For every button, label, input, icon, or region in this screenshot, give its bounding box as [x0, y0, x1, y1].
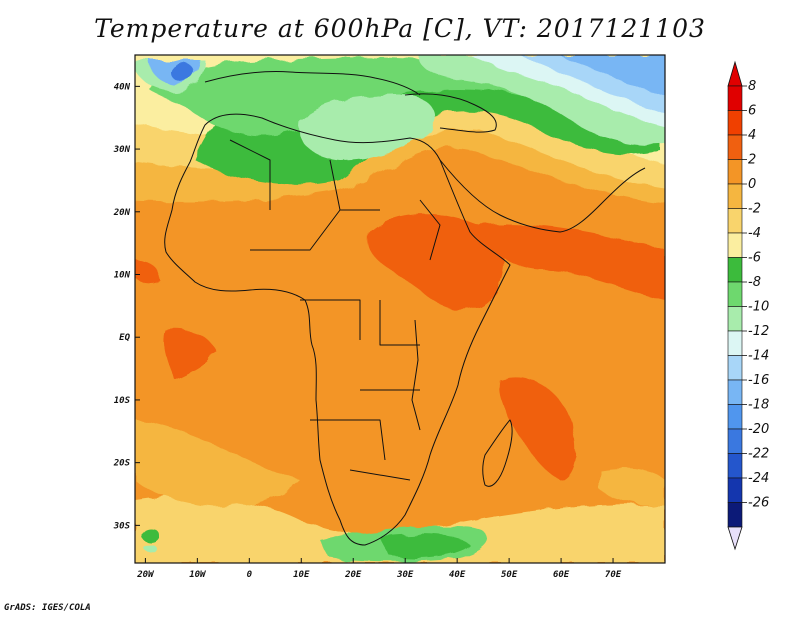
colorbar-swatch [727, 355, 743, 381]
colorbar-swatch [727, 379, 743, 405]
colorbar-label: 6 [748, 104, 756, 119]
colorbar-swatch [727, 281, 743, 307]
colorbar-swatch [727, 232, 743, 258]
lon-tick-label: 40E [449, 570, 466, 580]
colorbar-swatch [727, 208, 743, 234]
colorbar-swatch [727, 306, 743, 332]
colorbar-label: -26 [748, 496, 769, 511]
lon-tick-label: 20E [344, 570, 362, 580]
colorbar-label: -6 [748, 251, 761, 266]
colorbar-label: -18 [748, 398, 769, 413]
lat-tick-label: 40N [114, 82, 131, 92]
colorbar-under-arrow [727, 526, 743, 551]
colorbar-swatch [727, 477, 743, 503]
coastlines [164, 71, 646, 546]
colorbar-label: -4 [748, 226, 761, 241]
lon-tick-label: 30E [396, 570, 414, 580]
colorbar-over-arrow [727, 60, 743, 87]
lat-tick-label: 30S [113, 521, 131, 531]
longitude-axis: 20W 10W 0 10E 20E 30E 40E 50E 60E 70E [136, 558, 622, 580]
lat-tick-label: EQ [119, 333, 130, 343]
colorbar-label: 2 [748, 153, 756, 168]
colorbar-label: -20 [748, 422, 769, 437]
colorbar-swatch [727, 428, 743, 454]
temperature-field [135, 55, 665, 563]
colorbar-swatch [727, 85, 743, 111]
colorbar-label: -10 [748, 300, 769, 315]
grads-credit: GrADS: IGES/COLA [4, 603, 91, 613]
colorbar-label: 8 [748, 79, 756, 94]
colorbar-label: 4 [748, 128, 756, 143]
colorbar-swatch [727, 134, 743, 160]
lat-tick-label: 10S [114, 396, 131, 406]
colorbar-label: -2 [748, 202, 761, 217]
colorbar: 8 6 4 2 0 -2 -4 -6 -8 -10 -12 -14 -16 -18 -20 -22 -24 -26 [727, 60, 769, 551]
colorbar-swatch [727, 110, 743, 136]
map-title: Temperature at 600hPa [C], VT: 201712110… [94, 14, 706, 43]
colorbar-label: -16 [748, 373, 769, 388]
colorbar-label: 0 [748, 177, 756, 192]
colorbar-swatch [727, 502, 743, 528]
colorbar-swatch [727, 330, 743, 356]
colorbar-label: -12 [748, 324, 769, 339]
lat-tick-label: 20S [113, 459, 131, 469]
map-frame [134, 54, 666, 564]
lat-tick-label: 30N [113, 145, 131, 155]
lat-tick-label: 10N [114, 271, 131, 281]
lat-tick-label: 20N [113, 208, 131, 218]
lon-tick-label: 0 [247, 570, 253, 580]
colorbar-swatch [727, 404, 743, 430]
lon-tick-label: 10W [189, 570, 207, 580]
lon-tick-label: 50E [501, 570, 518, 580]
colorbar-label: -22 [748, 447, 769, 462]
lon-tick-label: 10E [293, 570, 310, 580]
lon-tick-label: 20W [136, 570, 155, 580]
colorbar-swatch [727, 257, 743, 283]
lon-tick-label: 70E [605, 570, 622, 580]
latitude-axis: 40N 30N 20N 10N EQ 10S 20S 30S [113, 82, 140, 531]
colorbar-swatch [727, 453, 743, 479]
colorbar-swatch [727, 183, 743, 209]
colorbar-label: -14 [748, 349, 769, 364]
colorbar-label: -24 [748, 471, 769, 486]
colorbar-label: -8 [748, 275, 761, 290]
colorbar-swatch [727, 159, 743, 185]
lon-tick-label: 60E [553, 570, 570, 580]
